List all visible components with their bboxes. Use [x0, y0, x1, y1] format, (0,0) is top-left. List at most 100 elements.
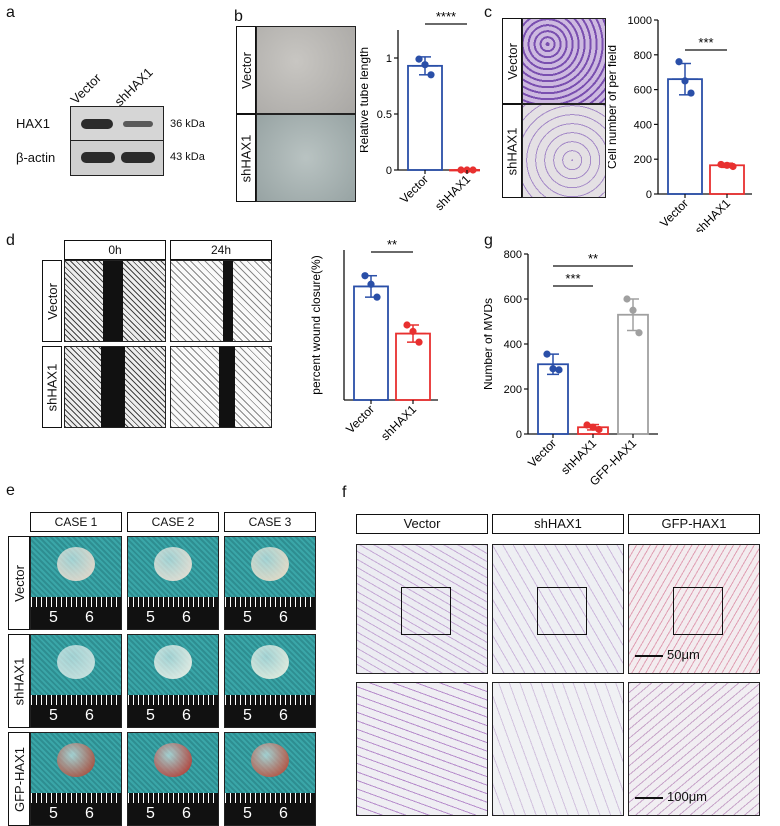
tumor: [154, 645, 192, 679]
tumor: [251, 645, 289, 679]
ruler-number: 6: [182, 805, 191, 822]
bar: [709, 164, 745, 195]
x-tick-label: Vector: [525, 436, 559, 470]
invasion-image-shhax1: [522, 104, 606, 198]
data-point: [361, 272, 369, 280]
data-point: [403, 321, 411, 329]
data-point: [543, 350, 551, 358]
y-axis-label: Number of MVDs: [484, 298, 495, 390]
row-label-vector: Vector: [236, 26, 256, 114]
panel-label-a: a: [6, 4, 15, 21]
y-tick-label: 200: [504, 384, 522, 396]
row-label-shhax1: shHAX1: [236, 114, 256, 202]
ruler-number: 6: [182, 707, 191, 724]
histology-zoom: [492, 682, 624, 816]
bar: [617, 313, 649, 435]
ruler-number: 5: [49, 707, 58, 724]
tumor: [251, 743, 289, 777]
band: [123, 121, 153, 127]
ruler-number: 6: [182, 609, 191, 626]
ruler-number: 5: [146, 805, 155, 822]
data-point: [367, 280, 375, 288]
y-tick-label: 0: [646, 189, 652, 201]
panel-label-c: c: [484, 4, 492, 21]
scale-label: 100μm: [667, 789, 708, 804]
y-axis-label: percent wound closure(%): [309, 255, 323, 394]
y-tick-label: 800: [504, 249, 522, 261]
data-point: [723, 161, 731, 169]
col-label-0h: 0h: [64, 240, 166, 260]
blot-strip-actin: [70, 140, 164, 176]
wound-image: [170, 260, 272, 342]
ruler-number: 5: [243, 805, 252, 822]
band: [81, 152, 115, 163]
row-label-shhax1: shHAX1: [42, 346, 62, 428]
row-label-vector: Vector: [502, 18, 522, 104]
blot-row-hax1: HAX1: [16, 116, 50, 131]
case-label: CASE 1: [30, 512, 122, 532]
significance-label: ***: [565, 271, 580, 286]
scale-bar: [635, 655, 663, 657]
x-tick-label: shHAX1: [432, 172, 473, 213]
significance-label: **: [588, 251, 598, 266]
y-axis-label: Relative tube length: [360, 47, 371, 153]
band: [81, 119, 113, 129]
y-tick-label: 200: [634, 154, 652, 166]
panel-label-b: b: [234, 8, 243, 25]
row-label-vector: Vector: [8, 536, 30, 630]
kda-label: 36 kDa: [170, 118, 205, 130]
tumor: [154, 547, 192, 581]
blot-col-shhax1: shHAX1: [111, 64, 156, 109]
panel-label-d: d: [6, 232, 15, 249]
case-label: CASE 3: [224, 512, 316, 532]
histology-zoom: 100μm: [628, 682, 760, 816]
data-point: [457, 166, 465, 174]
x-tick-label: Vector: [397, 172, 431, 206]
tube-image-shhax1: [256, 114, 356, 202]
ruler-number: 5: [49, 805, 58, 822]
ruler-number: 6: [85, 805, 94, 822]
tumor: [57, 743, 95, 777]
invasion-image-vector: [522, 18, 606, 104]
x-tick-label: shHAX1: [378, 402, 419, 443]
data-point: [373, 293, 381, 301]
blot-strip-hax1: [70, 106, 164, 142]
data-point: [629, 306, 637, 314]
kda-label: 43 kDa: [170, 151, 205, 163]
bar: [395, 332, 431, 401]
wound-image: [170, 346, 272, 428]
tumor: [57, 645, 95, 679]
col-label-vector: Vector: [356, 514, 488, 534]
data-point: [469, 166, 477, 174]
tube-image-vector: [256, 26, 356, 114]
blot-row-actin: β-actin: [16, 150, 56, 165]
histology-image: 50μm: [628, 544, 760, 674]
data-point: [681, 77, 689, 85]
ruler-number: 6: [279, 609, 288, 626]
ruler-number: 6: [85, 609, 94, 626]
data-point: [427, 71, 435, 79]
data-point: [409, 327, 417, 336]
chart-c-cell-number: 0 200 400 600 800 1000 Cell number of per fiel…: [608, 15, 752, 232]
data-point: [717, 160, 725, 169]
y-axis-label: Cell number of per field: [608, 45, 619, 169]
scale-label: 50μm: [667, 647, 700, 662]
blot-col-vector: Vector: [67, 70, 105, 107]
ruler-number: 5: [243, 707, 252, 724]
scale-bar: [635, 797, 663, 799]
chart-b-tube-length: 0 0.5 1 Relative tube length Vector shHAX1 ***…: [360, 10, 480, 213]
y-tick-label: 800: [634, 50, 652, 62]
